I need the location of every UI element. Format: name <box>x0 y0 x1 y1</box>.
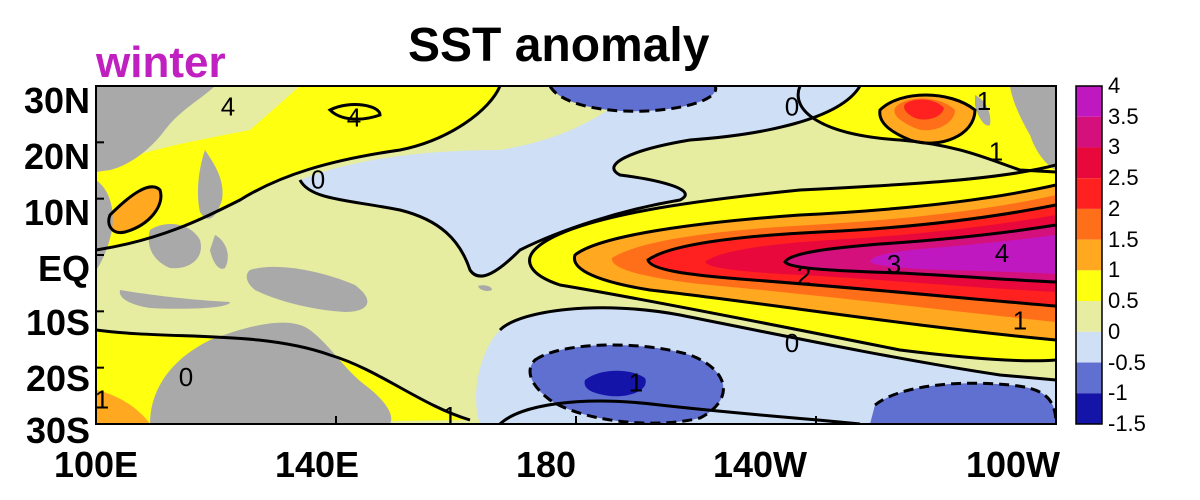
colorbar-bin <box>1076 301 1102 332</box>
lat-label-30s: 30S <box>25 410 90 451</box>
contour-label: 0 <box>179 362 193 392</box>
land-indochina <box>96 180 113 270</box>
contour-label: 1 <box>977 86 991 116</box>
colorbar-bins <box>1076 86 1102 424</box>
contour-label: 1 <box>95 384 109 414</box>
colorbar-label: 1.5 <box>1108 226 1139 252</box>
colorbar-bin <box>1076 86 1102 117</box>
lon-label-180: 180 <box>515 444 577 485</box>
contour-label: 1 <box>1013 305 1027 335</box>
contour-label-layer: 4400011432101011 <box>95 86 1027 431</box>
negative-contour-lines <box>528 86 1056 424</box>
colorbar <box>1075 85 1103 425</box>
season-label: winter <box>96 38 226 87</box>
field-neg1-north <box>550 86 716 112</box>
field-35 <box>870 235 1056 274</box>
colorbar-bin <box>1076 208 1102 240</box>
colorbar-label: 0.5 <box>1108 288 1139 314</box>
field-1-taiwan <box>108 186 161 233</box>
land-java <box>119 290 230 309</box>
land-new-guinea <box>246 266 368 312</box>
colorbar-bin <box>1076 116 1102 148</box>
contour-label: 4 <box>221 91 235 121</box>
lat-label-20n: 20N <box>23 136 90 177</box>
colorbar-bin <box>1076 147 1102 179</box>
colorbar-label: 3 <box>1108 134 1121 160</box>
field-neg1-southeast <box>870 383 1056 424</box>
colorbar-label: 2 <box>1108 195 1121 221</box>
colorbar-label: -1 <box>1108 380 1128 406</box>
contour-label: 0 <box>785 328 799 358</box>
colorbar-label: 2.5 <box>1108 165 1139 191</box>
land-hawaii <box>478 285 492 291</box>
map-plot-area: 4400011432101011 <box>95 86 1056 431</box>
colorbar-label: 4 <box>1108 73 1121 98</box>
land-australia <box>150 322 392 424</box>
lon-label-140e: 140E <box>274 444 360 485</box>
land-philippines <box>197 150 223 219</box>
colorbar-label: 0 <box>1108 318 1121 344</box>
latitude-ticks <box>96 85 104 425</box>
land-baja <box>975 95 991 126</box>
field-neg15-southwest <box>584 370 646 397</box>
contour-label: 2 <box>797 260 811 290</box>
colorbar-bin <box>1076 270 1102 302</box>
contour-label: 0 <box>785 91 799 121</box>
field-05-northwest <box>96 86 500 250</box>
contour-label: 4 <box>347 103 361 133</box>
lat-label-eq: EQ <box>37 248 90 289</box>
field-neg05-central <box>300 86 860 277</box>
colorbar-label: 3.5 <box>1108 103 1139 129</box>
colorbar-bin <box>1076 178 1102 209</box>
lat-label-20s: 20S <box>25 358 90 399</box>
colorbar-bin <box>1076 393 1102 424</box>
field-1-southwest <box>96 390 150 424</box>
lon-label-100e: 100E <box>53 444 139 485</box>
lon-label-100w: 100W <box>965 444 1061 485</box>
colorbar-bin <box>1076 331 1102 363</box>
lat-label-10n: 10N <box>23 192 90 233</box>
lon-label-140w: 140W <box>712 444 808 485</box>
chart-title: SST anomaly <box>408 19 710 72</box>
land-sulawesi <box>210 235 228 269</box>
contour-lines <box>96 86 1056 424</box>
colorbar-bin <box>1076 239 1102 271</box>
colorbar-label: -1.5 <box>1108 411 1146 436</box>
contour-label: 4 <box>995 238 1009 268</box>
contour-label: 1 <box>629 367 643 397</box>
land-asia-north <box>96 86 215 172</box>
colorbar-label: -0.5 <box>1108 349 1146 375</box>
colorbar-frame <box>1075 85 1103 425</box>
contour-label: 3 <box>887 249 901 279</box>
lat-label-30n: 30N <box>23 80 90 121</box>
longitude-ticks <box>95 416 1057 424</box>
contour-label: 1 <box>443 401 457 431</box>
contour-label: 1 <box>989 136 1003 166</box>
colorbar-bin <box>1076 362 1102 394</box>
colorbar-label: 1 <box>1108 257 1121 283</box>
field-2-northeast <box>904 99 944 120</box>
contour-label: 0 <box>311 165 325 195</box>
lat-label-10s: 10S <box>25 302 90 343</box>
land-mexico <box>1010 86 1056 170</box>
